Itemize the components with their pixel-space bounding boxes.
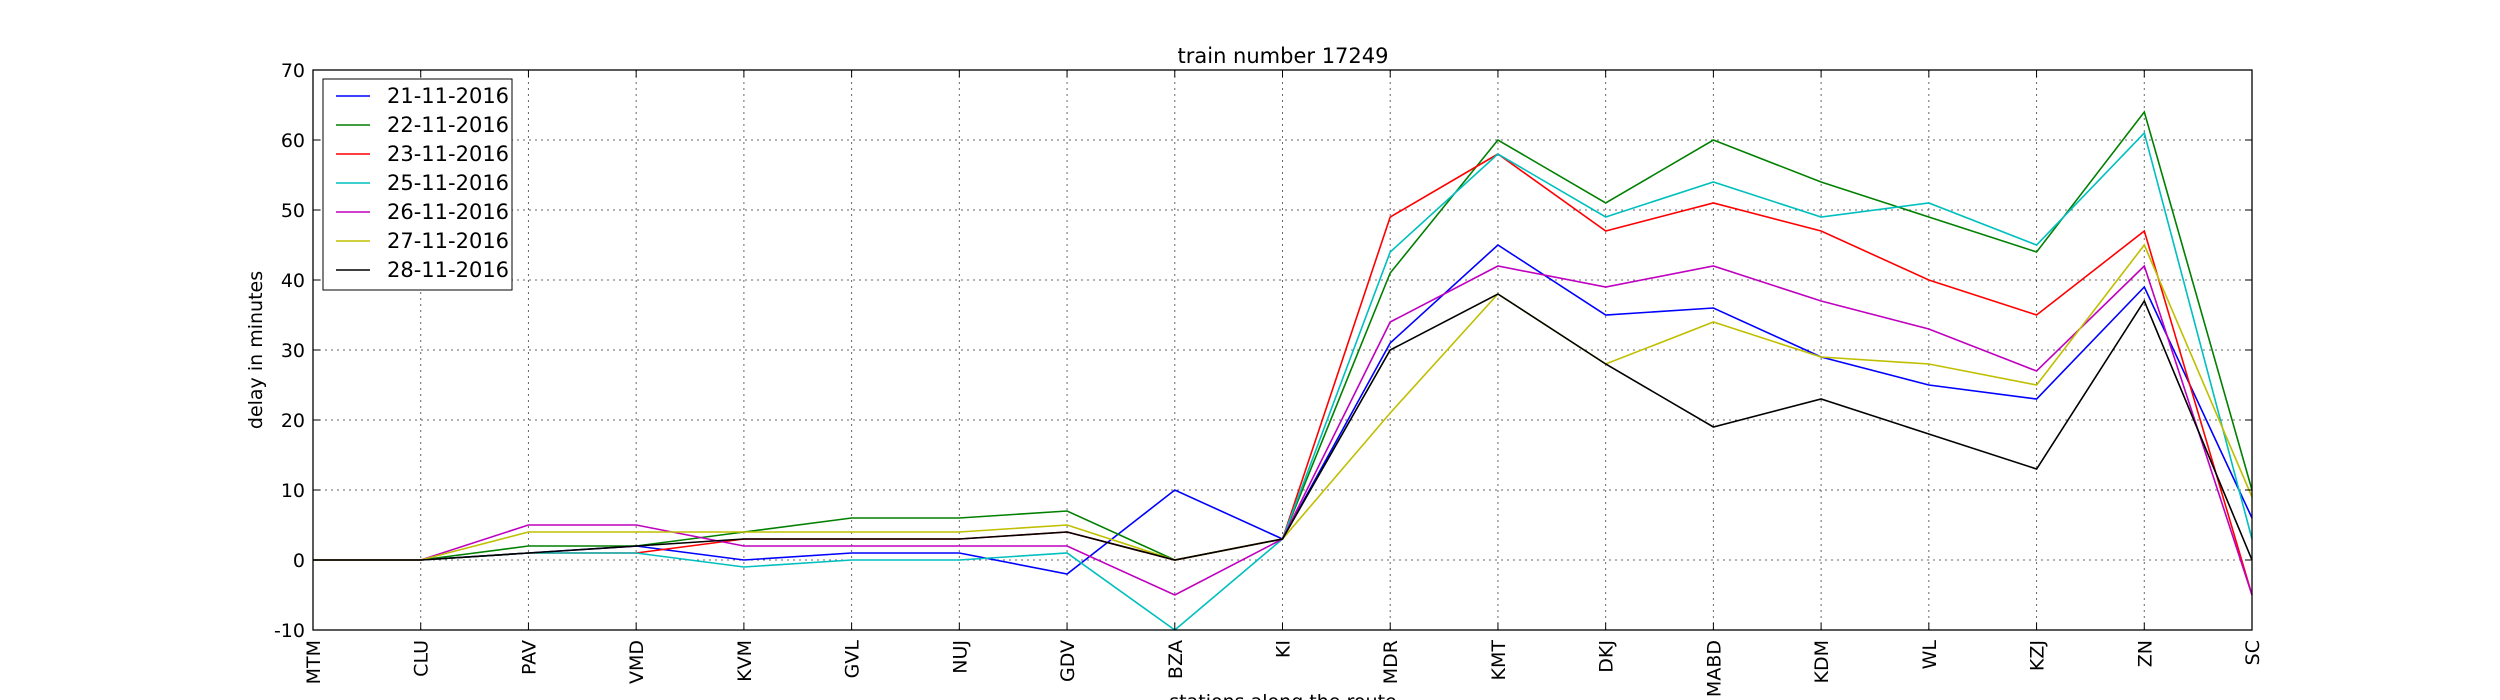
x-tick-label: VMD [626, 640, 648, 684]
x-tick-label: DKJ [1596, 640, 1618, 673]
y-tick-label: 50 [281, 200, 305, 222]
legend-label: 23-11-2016 [387, 142, 509, 166]
y-tick-label: 60 [281, 130, 305, 152]
x-tick-labels: MTM CLU PAV VMD KVM GVL NUJ GDV BZA KI MDR KMT DKJ MA… [303, 640, 2264, 697]
x-tick-label: ZN [2134, 640, 2156, 667]
y-tick-label: 70 [281, 60, 305, 82]
y-tick-label: 0 [293, 550, 305, 572]
legend-label: 27-11-2016 [387, 229, 509, 253]
x-tick-label: KI [1273, 640, 1295, 658]
legend-label: 21-11-2016 [387, 84, 509, 108]
y-tick-label: 30 [281, 340, 305, 362]
legend-label: 28-11-2016 [387, 258, 509, 282]
chart-title: train number 17249 [1178, 44, 1389, 68]
y-tick-label: -10 [274, 620, 305, 642]
series-line [313, 293, 2253, 561]
x-tick-label: KZJ [2027, 640, 2049, 671]
x-tick-label: CLU [411, 640, 433, 677]
x-tick-label: SC [2242, 640, 2264, 665]
x-axis-label: stations along the route [1169, 691, 1396, 700]
x-tick-label: BZA [1165, 640, 1187, 679]
y-tick-label: 20 [281, 410, 305, 432]
series-lines [313, 110, 2253, 632]
x-tick-label: KVM [734, 640, 756, 682]
y-tick-labels: -10 0 10 20 30 40 50 60 70 [274, 60, 305, 642]
legend: 21-11-2016 22-11-2016 23-11-2016 25-11-2016… [322, 78, 513, 291]
legend-label: 22-11-2016 [387, 113, 509, 137]
x-tick-label: MDR [1380, 640, 1402, 684]
x-tick-label: MTM [303, 640, 325, 684]
x-tick-label: KMT [1488, 640, 1510, 681]
legend-label: 26-11-2016 [387, 200, 509, 224]
x-tick-label: WL [1919, 640, 1941, 670]
x-tick-label: NUJ [949, 640, 971, 674]
ticks [312, 69, 2253, 631]
y-tick-label: 40 [281, 270, 305, 292]
x-tick-label: KDM [1811, 640, 1833, 683]
legend-label: 25-11-2016 [387, 171, 509, 195]
x-tick-label: PAV [518, 640, 540, 675]
legend-box [322, 78, 513, 291]
y-axis-label: delay in minutes [245, 271, 267, 429]
x-tick-label: MABD [1703, 640, 1725, 697]
y-tick-label: 10 [281, 480, 305, 502]
x-tick-label: GDV [1057, 640, 1079, 682]
x-tick-label: GVL [842, 640, 864, 679]
